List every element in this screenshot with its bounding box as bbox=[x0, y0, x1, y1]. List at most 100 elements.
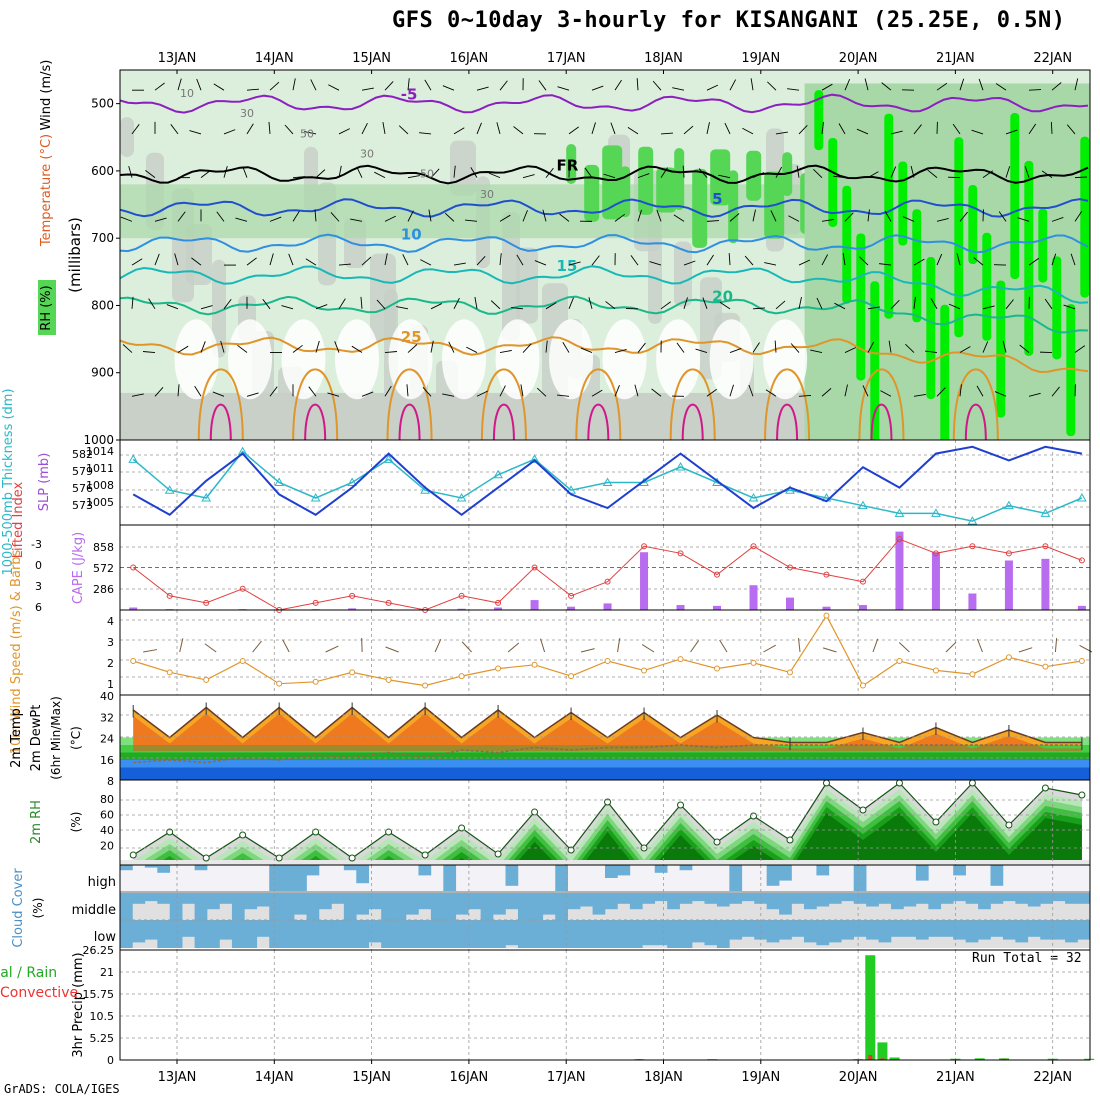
precip-tick-label: 0 bbox=[107, 1054, 114, 1067]
cloud-cover-bar bbox=[580, 893, 593, 907]
wind-barb bbox=[453, 262, 466, 266]
wind-barb bbox=[867, 341, 875, 353]
date-label-top: 19JAN bbox=[741, 51, 780, 66]
cloud-cover-bar bbox=[891, 920, 904, 937]
rh-marker bbox=[750, 812, 758, 820]
wind-barb bbox=[361, 123, 368, 135]
wind-barb bbox=[430, 168, 440, 178]
wind-barb bbox=[902, 216, 915, 222]
wind-barb bbox=[588, 297, 593, 309]
lifted-index-marker bbox=[531, 564, 538, 571]
wind-barb bbox=[1051, 217, 1064, 222]
wind-barb bbox=[542, 209, 547, 222]
wind-barb bbox=[775, 131, 788, 135]
precip-total-bar bbox=[1084, 1058, 1095, 1060]
date-label-top: 13JAN bbox=[158, 51, 197, 66]
date-label-bottom: 13JAN bbox=[158, 1070, 197, 1085]
wind-barb bbox=[148, 298, 156, 310]
rh-contour-label: 30 bbox=[360, 147, 374, 160]
rh-contour-label: 50 bbox=[420, 168, 434, 181]
cloud-cover-bar bbox=[1077, 893, 1091, 904]
thickness-marker bbox=[675, 462, 686, 471]
wind-barb bbox=[338, 165, 342, 178]
wind-barb bbox=[419, 132, 432, 135]
rh-saturated-cell bbox=[912, 209, 922, 323]
lifted-index-marker bbox=[641, 543, 648, 550]
precip-total-bar bbox=[1047, 1058, 1058, 1060]
wind-barb bbox=[166, 304, 179, 310]
cloud-cover-bar bbox=[157, 920, 171, 948]
wind-barb bbox=[660, 132, 674, 135]
surface-wind-barb bbox=[580, 648, 595, 653]
rh-saturated-cell bbox=[856, 233, 866, 381]
rh-unit-label: (%) bbox=[69, 812, 83, 833]
cape-bar bbox=[676, 605, 685, 610]
precip-axis-label: 3hr Precip (mm) bbox=[71, 952, 86, 1057]
wind-barb bbox=[407, 210, 414, 222]
wind-barb bbox=[683, 260, 696, 266]
isotherm-FR bbox=[120, 164, 1089, 185]
lifted-index-marker bbox=[203, 599, 210, 606]
cloud-cover-bar bbox=[965, 920, 979, 943]
cape-tick-label: 858 bbox=[93, 541, 114, 554]
cloud-cover-bar bbox=[816, 865, 830, 876]
wind-barb bbox=[465, 219, 478, 222]
cloud-cover-bar bbox=[418, 920, 432, 948]
cape-bar bbox=[1004, 560, 1013, 610]
isotherm-20 bbox=[120, 295, 1089, 334]
cloud-cover-bar bbox=[629, 920, 643, 948]
rh-contour-label: 10 bbox=[180, 87, 194, 100]
cloud-cover-bar bbox=[418, 893, 432, 910]
cloud-cover-bar bbox=[256, 920, 270, 937]
rh-marker bbox=[968, 780, 976, 787]
wind-barb bbox=[384, 253, 388, 266]
cloud-cover-bar bbox=[368, 920, 382, 943]
date-label-top: 16JAN bbox=[450, 51, 489, 66]
wind-barb bbox=[154, 387, 164, 397]
cape-bar bbox=[968, 593, 977, 610]
cloud-cover-bar bbox=[343, 920, 357, 948]
wind-barb bbox=[361, 87, 374, 91]
wind-barb bbox=[305, 258, 317, 266]
rh-saturated-cell bbox=[982, 232, 992, 341]
wind-barb bbox=[637, 342, 646, 353]
cloud-cover-bar bbox=[430, 893, 444, 920]
wind-barb bbox=[350, 218, 363, 222]
wind-barb bbox=[174, 253, 179, 266]
cloud-cover-bar bbox=[132, 920, 146, 943]
wind-barb bbox=[706, 122, 710, 135]
wind-axis-label: 10m Wind Speed (m/s) & Barbs bbox=[9, 549, 24, 754]
wind-barb bbox=[281, 305, 294, 310]
wind-barb bbox=[442, 85, 455, 91]
cloud-cover-bar bbox=[194, 920, 208, 948]
li-tick-label: 0 bbox=[35, 559, 42, 572]
lifted-index-marker bbox=[349, 592, 356, 599]
wind-barb bbox=[407, 344, 418, 353]
cape-bar bbox=[822, 606, 831, 610]
cloud-cover-bar bbox=[393, 893, 407, 920]
wind-barb bbox=[856, 128, 869, 135]
wind-barb bbox=[936, 253, 943, 266]
wind-barb bbox=[474, 296, 478, 309]
cloud-cover-bar bbox=[1015, 920, 1029, 943]
cloud-cover-bar bbox=[281, 865, 295, 891]
wind-barb bbox=[683, 125, 694, 135]
wind-barb bbox=[499, 253, 502, 266]
cloud-cover-bar bbox=[120, 865, 133, 871]
wind-barb bbox=[1005, 129, 1018, 135]
wind-barb bbox=[959, 211, 968, 222]
cloud-cover-bar bbox=[194, 893, 208, 920]
dewpoint-line bbox=[133, 744, 1082, 764]
wind-barb bbox=[698, 168, 708, 178]
cape-bar bbox=[530, 600, 539, 610]
cloud-cover-bar bbox=[455, 920, 469, 948]
wind-barb bbox=[864, 78, 869, 91]
wind-barb bbox=[838, 123, 846, 135]
rh-marker bbox=[859, 806, 867, 814]
rh-dry-pocket bbox=[281, 319, 326, 400]
wind-barb bbox=[177, 345, 189, 353]
cloud-cover-bar bbox=[729, 865, 743, 891]
wind-barb bbox=[821, 388, 832, 397]
surface-wind-barb bbox=[822, 647, 837, 653]
